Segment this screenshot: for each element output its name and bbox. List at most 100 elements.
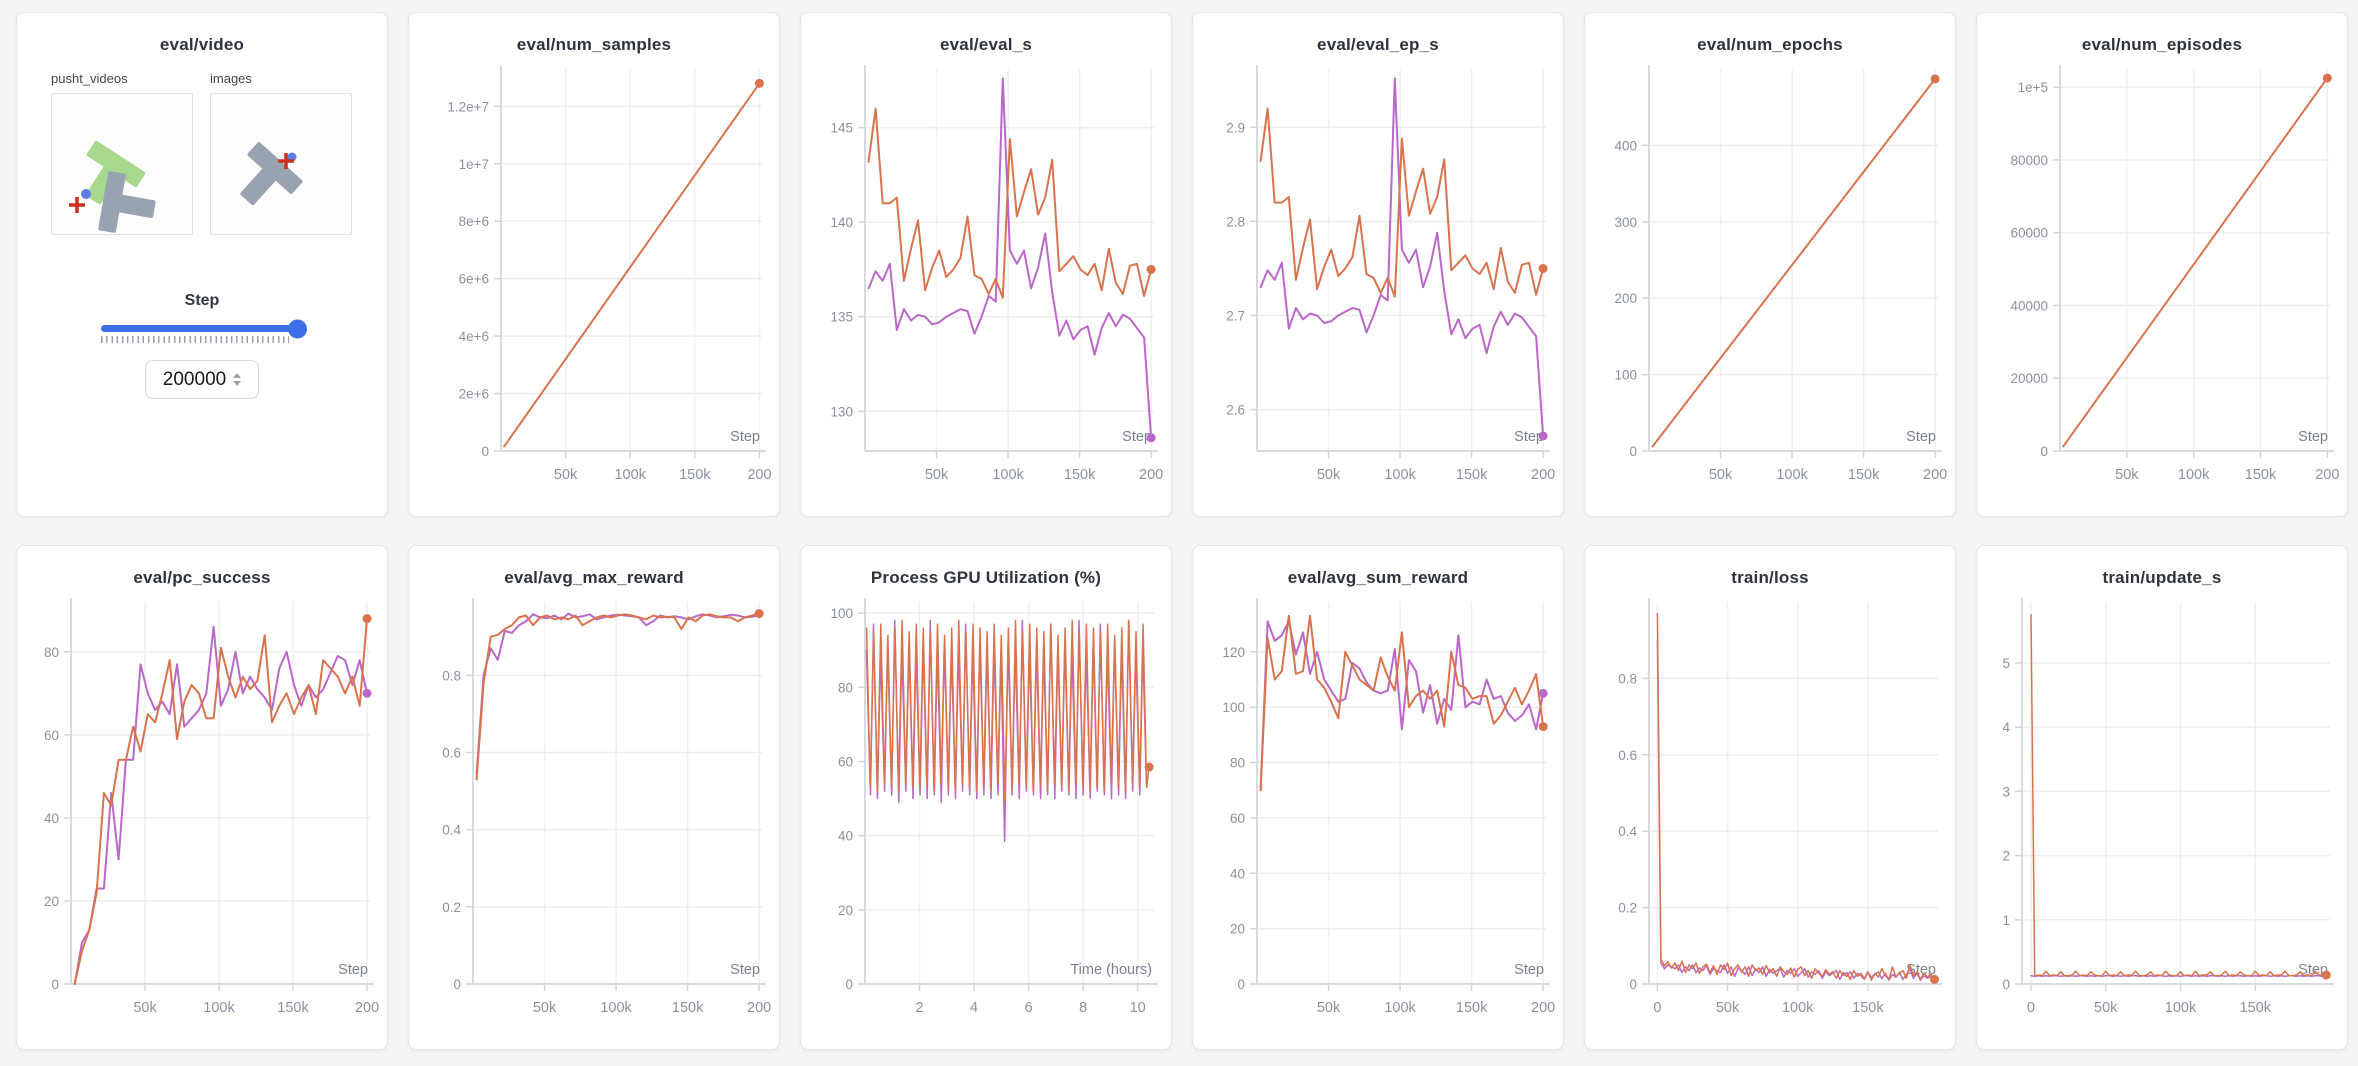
series-line-orange-run <box>2062 77 2329 448</box>
y-tick-label: 100 <box>1614 368 1637 383</box>
series-line-orange-run <box>475 612 761 781</box>
y-tick-label: 40 <box>1230 866 1245 881</box>
y-tick-label: 200 <box>1614 291 1637 306</box>
series-line-purple-run <box>73 625 368 985</box>
y-tick-label: 4e+6 <box>459 329 489 344</box>
y-tick-label: 2.7 <box>1226 309 1245 324</box>
step-slider-thumb[interactable] <box>288 319 307 338</box>
chart-eval-num-epochs[interactable]: 0 100 200 300 400 50k 100k 150k 200 Step <box>1586 55 1954 507</box>
series-line-orange-run <box>1651 77 1937 448</box>
panel-title: eval/eval_s <box>939 35 1032 54</box>
x-tick-label: 100k <box>1776 467 1808 483</box>
x-tick-label: 150k <box>1064 467 1096 483</box>
y-tick-label: 1e+5 <box>2018 80 2048 95</box>
series-end-dot-purple-run <box>1538 431 1548 441</box>
y-tick-label: 400 <box>1614 138 1637 153</box>
media-row: pusht_videos images <box>17 55 387 240</box>
y-tick-label: 0.4 <box>1618 824 1637 839</box>
y-tick-label: 0.4 <box>442 823 461 838</box>
x-tick-label: 150k <box>1456 467 1488 483</box>
x-tick-label: 100k <box>992 467 1024 483</box>
y-tick-label: 20 <box>1230 922 1245 937</box>
y-tick-label: 120 <box>1222 645 1245 660</box>
series-end-dot-purple-run <box>362 688 372 698</box>
panel-title: eval/pc_success <box>133 568 271 587</box>
y-tick-label: 100 <box>1222 700 1245 715</box>
panel-title: eval/eval_ep_s <box>1317 35 1439 54</box>
slider-wrap <box>101 319 307 343</box>
x-axis-label: Step <box>2298 429 2328 445</box>
panel-eval-num-episodes: eval/num_episodes 0 20000 40000 60000 80000 1e… <box>1976 12 2348 517</box>
y-tick-label: 6e+6 <box>459 272 489 287</box>
chart-eval-pc-success[interactable]: 0 20 40 60 80 50k 100k 150k 200 Step <box>18 588 386 1040</box>
x-tick-label: 100k <box>600 1000 632 1016</box>
x-tick-label: 6 <box>1025 1000 1033 1016</box>
y-tick-label: 5 <box>2002 656 2010 671</box>
y-tick-label: 0 <box>481 444 489 459</box>
chart-eval-eval-s[interactable]: 130 135 140 145 50k 100k 150k 200 Step <box>802 55 1170 507</box>
chart-process-gpu-utilization[interactable]: 0 20 40 60 80 100 2 4 6 8 10 Time (hours) <box>802 588 1170 1040</box>
stepper-down-icon[interactable] <box>233 381 242 386</box>
x-axis-label: Time (hours) <box>1070 962 1152 978</box>
step-slider[interactable] <box>101 319 307 338</box>
slider-tick-marks <box>101 336 289 343</box>
chart-eval-num-episodes[interactable]: 0 20000 40000 60000 80000 1e+5 50k 100k 150k 200 S… <box>1978 55 2346 507</box>
x-tick-label: 200 <box>1531 467 1555 483</box>
series-end-dot-orange-run <box>362 614 372 624</box>
x-tick-label: 50k <box>925 467 949 483</box>
series-line-orange-run <box>73 617 368 985</box>
y-tick-label: 2.9 <box>1226 120 1245 135</box>
y-tick-label: 130 <box>830 404 853 419</box>
chart-train-update-s[interactable]: 0 1 2 3 4 5 0 50k 100k 150k Step <box>1978 588 2346 1040</box>
x-tick-label: 100k <box>614 467 646 483</box>
x-tick-label: 150k <box>2240 1000 2272 1016</box>
panel-process-gpu-utilization: Process GPU Utilization (%) 0 20 40 60 80 100 2… <box>800 545 1172 1050</box>
series-line-purple-run <box>475 612 761 775</box>
y-tick-label: 135 <box>830 310 853 325</box>
series-line-orange-run <box>1259 614 1545 792</box>
x-tick-label: 50k <box>554 467 578 483</box>
series-line-purple-run <box>2030 974 2328 978</box>
chart-eval-avg-max-reward[interactable]: 0 0.2 0.4 0.6 0.8 50k 100k 150k 200 Step <box>410 588 778 1040</box>
x-tick-label: 0 <box>1653 1000 1661 1016</box>
series-line-orange-run <box>2030 614 2328 977</box>
step-value-input[interactable]: 200000 <box>145 360 259 399</box>
y-tick-label: 1.2e+7 <box>447 99 489 114</box>
panel-title: eval/num_samples <box>516 35 672 54</box>
chart-eval-num-samples[interactable]: 0 2e+6 4e+6 6e+6 8e+6 1e+7 1.2e+7 50k 100k 150k 20… <box>410 55 778 507</box>
x-tick-label: 0 <box>2027 1000 2035 1016</box>
panel-title: eval/video <box>159 35 245 54</box>
chart-eval-eval-ep-s[interactable]: 2.6 2.7 2.8 2.9 50k 100k 150k 200 Step <box>1194 55 1562 507</box>
y-tick-label: 2.8 <box>1226 214 1245 229</box>
series-line-orange-run <box>503 82 761 448</box>
series-end-dot-orange-run <box>2321 970 2331 980</box>
series-end-dot-purple-run <box>1538 688 1548 698</box>
x-tick-label: 150k <box>1848 467 1880 483</box>
y-tick-label: 1 <box>2002 913 2010 928</box>
stepper-up-icon[interactable] <box>233 373 242 378</box>
panel-eval-avg-sum-reward: eval/avg_sum_reward 0 20 40 60 80 100 120 50k 100… <box>1192 545 1564 1050</box>
y-tick-label: 80 <box>838 680 853 695</box>
x-tick-label: 150k <box>1456 1000 1488 1016</box>
x-tick-label: 50k <box>1317 467 1341 483</box>
x-tick-label: 4 <box>970 1000 978 1016</box>
x-axis-label: Step <box>2298 962 2328 978</box>
y-tick-label: 20 <box>838 903 853 918</box>
y-tick-label: 8e+6 <box>459 214 489 229</box>
x-axis-label: Step <box>1514 429 1544 445</box>
series-end-dot-orange-run <box>1929 974 1939 984</box>
series-end-dot-purple-run <box>1146 433 1156 443</box>
chart-eval-avg-sum-reward[interactable]: 0 20 40 60 80 100 120 50k 100k 150k 200 Step <box>1194 588 1562 1040</box>
y-tick-label: 20000 <box>2010 371 2048 386</box>
series-end-dot-orange-run <box>1930 74 1940 84</box>
panel-eval-eval-s: eval/eval_s 130 135 140 145 50k 100k 150k 200 Ste… <box>800 12 1172 517</box>
series-end-dot-orange-run <box>754 78 764 88</box>
y-tick-label: 140 <box>830 215 853 230</box>
y-tick-label: 80 <box>44 645 59 660</box>
media-thumbnail-pusht-videos[interactable] <box>51 93 193 235</box>
panel-title: eval/avg_max_reward <box>504 568 684 587</box>
media-thumbnail-images[interactable] <box>210 93 352 235</box>
series-line-orange-run <box>1259 107 1545 298</box>
